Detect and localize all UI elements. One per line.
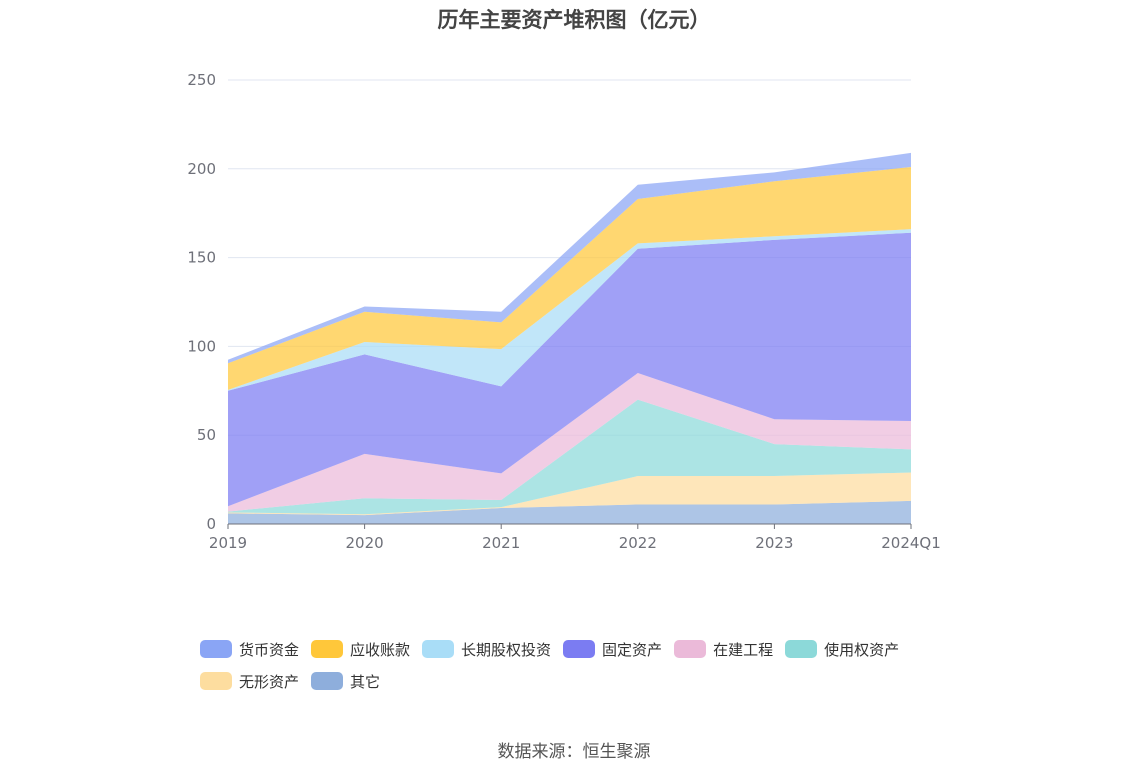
chart-title: 历年主要资产堆积图（亿元） <box>437 8 711 32</box>
legend-swatch <box>422 640 455 658</box>
legend-swatch <box>785 640 818 658</box>
legend-item[interactable]: 长期股权投资 <box>422 638 551 660</box>
y-tick-label: 150 <box>187 249 216 267</box>
legend-label: 其它 <box>350 672 381 691</box>
legend: 货币资金 应收账款 长期股权投资 固定资产 在建工程 使用权资产无形资产 其它 <box>200 638 980 692</box>
legend-item[interactable]: 其它 <box>311 670 380 692</box>
source-note: 数据来源：恒生聚源 <box>497 742 651 762</box>
area-series-7 <box>228 152 911 364</box>
area-series-3 <box>228 373 911 512</box>
x-tick-label: 2024Q1 <box>881 534 941 552</box>
y-tick-label: 250 <box>187 71 216 89</box>
area-series-2 <box>228 399 911 515</box>
legend-swatch <box>200 640 232 658</box>
y-tick-label: 100 <box>187 337 216 355</box>
legend-item[interactable]: 固定资产 <box>563 638 662 660</box>
legend-swatch <box>563 640 596 658</box>
y-tick-label: 0 <box>206 515 216 533</box>
legend-swatch <box>674 640 707 658</box>
legend-label: 无形资产 <box>239 672 300 691</box>
legend-label: 应收账款 <box>350 640 411 659</box>
legend-item[interactable]: 应收账款 <box>311 638 410 660</box>
x-tick-label: 2019 <box>209 534 247 552</box>
axes: 0 50 100 150 200 250 2019 2020 2021 2022 2023 2024Q… <box>187 71 940 552</box>
area-series-5 <box>228 229 911 391</box>
legend-swatch <box>311 672 344 690</box>
legend-swatch <box>311 640 344 658</box>
legend-label: 使用权资产 <box>824 640 900 659</box>
legend-item[interactable]: 使用权资产 <box>785 638 899 660</box>
y-tick-label: 50 <box>197 426 216 444</box>
area-series-4 <box>228 232 911 507</box>
area-series-1 <box>228 472 911 516</box>
legend-label: 长期股权投资 <box>461 640 552 659</box>
x-tick-label: 2020 <box>346 534 384 552</box>
x-tick-label: 2021 <box>482 534 520 552</box>
legend-item[interactable]: 无形资产 <box>200 670 299 692</box>
stacked-area-chart: 0 50 100 150 200 250 2019 2020 2021 2022 2023 2024Q… <box>187 71 940 552</box>
area-series-6 <box>228 167 911 390</box>
x-tick-label: 2023 <box>755 534 793 552</box>
y-tick-label: 200 <box>187 160 216 178</box>
legend-label: 在建工程 <box>713 640 774 659</box>
legend-swatch <box>200 672 232 690</box>
area-series-0 <box>228 500 911 524</box>
x-tick-label: 2022 <box>619 534 657 552</box>
legend-item[interactable]: 在建工程 <box>674 638 773 660</box>
area-layer <box>228 152 911 524</box>
legend-item[interactable]: 货币资金 <box>200 638 299 660</box>
legend-label: 固定资产 <box>602 640 663 659</box>
legend-label: 货币资金 <box>239 640 300 659</box>
